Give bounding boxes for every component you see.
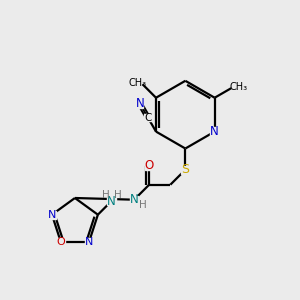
- Text: N: N: [210, 125, 219, 138]
- Text: O: O: [145, 159, 154, 172]
- Text: C: C: [144, 112, 152, 123]
- Bar: [107, 197, 116, 205]
- Bar: [57, 238, 65, 246]
- Bar: [145, 161, 153, 170]
- Bar: [136, 100, 143, 108]
- Text: S: S: [181, 163, 189, 176]
- Bar: [144, 114, 152, 121]
- Text: N: N: [130, 193, 139, 206]
- Text: CH₃: CH₃: [230, 82, 248, 92]
- Text: N: N: [85, 237, 93, 247]
- Bar: [85, 238, 93, 246]
- Bar: [130, 196, 138, 204]
- Bar: [48, 211, 56, 219]
- Text: N: N: [107, 195, 116, 208]
- Bar: [181, 166, 190, 174]
- Text: H: H: [114, 190, 122, 200]
- Bar: [210, 127, 219, 136]
- Text: CH₃: CH₃: [128, 78, 146, 88]
- Text: H: H: [139, 200, 146, 210]
- Text: N: N: [135, 97, 144, 110]
- Text: O: O: [56, 237, 65, 247]
- Text: N: N: [48, 210, 56, 220]
- Text: H: H: [102, 190, 110, 200]
